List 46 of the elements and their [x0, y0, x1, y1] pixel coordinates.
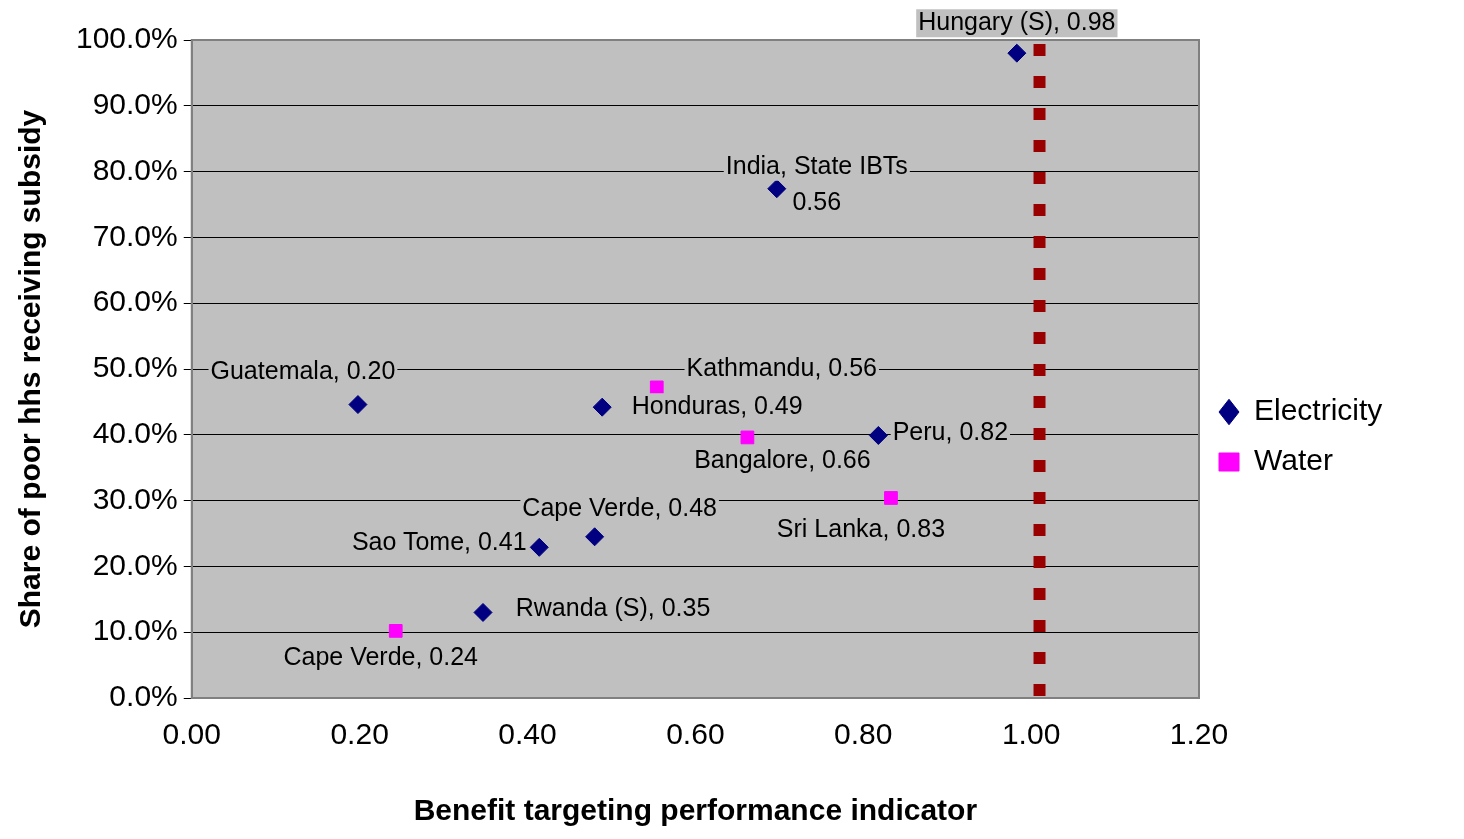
x-tick-label: 1.20 [1169, 717, 1229, 751]
annotation: Sri Lanka, 0.83 [776, 513, 946, 542]
point [348, 395, 368, 415]
y-axis-title: Share of poor hhs receiving subsidy [13, 109, 47, 629]
y-tick-label: 80.0% [92, 152, 178, 186]
x-tick-label: 0.00 [162, 717, 221, 751]
annotation: Guatemala, 0.20 [210, 356, 396, 385]
x-tick-label: 0.80 [834, 717, 893, 751]
x-tick-label: 0.40 [498, 717, 557, 751]
point [388, 624, 403, 638]
y-tick-label: 20.0% [92, 547, 178, 581]
annotation: Honduras, 0.49 [631, 391, 803, 420]
point [592, 397, 612, 417]
x-tick-label: 0.20 [330, 717, 389, 751]
annotation: Rwanda (S), 0.35 [515, 593, 711, 622]
y-tick-label: 10.0% [92, 613, 178, 647]
point [585, 527, 605, 547]
point [529, 537, 549, 557]
point [740, 430, 755, 445]
point [884, 491, 898, 505]
point [649, 380, 664, 395]
x-tick-label: 1.00 [1001, 717, 1061, 751]
annotation: Peru, 0.82 [892, 417, 1009, 446]
point [868, 425, 888, 445]
annotation: Bangalore, 0.66 [694, 445, 871, 474]
point [1007, 43, 1027, 63]
annotation: Sao Tome, 0.41 [351, 527, 527, 556]
y-tick-label: 70.0% [92, 218, 178, 252]
annotation: Kathmandu, 0.56 [686, 353, 877, 382]
annotation: Cape Verde, 0.48 [522, 492, 717, 521]
y-tick-label: 40.0% [92, 416, 178, 450]
point [767, 179, 787, 199]
point [473, 602, 493, 622]
y-tick-label: 0.0% [109, 679, 178, 713]
annotation: Hungary (S), 0.98 [918, 7, 1116, 36]
x-tick-label: 0.60 [666, 717, 725, 751]
y-tick-label: 90.0% [92, 87, 178, 121]
y-tick-label: 60.0% [92, 284, 178, 318]
legend-label: Water [1254, 443, 1333, 477]
y-tick-label: 30.0% [92, 481, 178, 515]
annotation: India, State IBTs 0.56 [725, 150, 908, 215]
legend-label: Electricity [1254, 393, 1383, 427]
x-axis-title: Benefit targeting performance indicator [413, 793, 978, 827]
y-tick-label: 50.0% [92, 350, 178, 384]
y-tick-label: 100.0% [76, 21, 178, 55]
annotation: Cape Verde, 0.24 [283, 641, 479, 670]
